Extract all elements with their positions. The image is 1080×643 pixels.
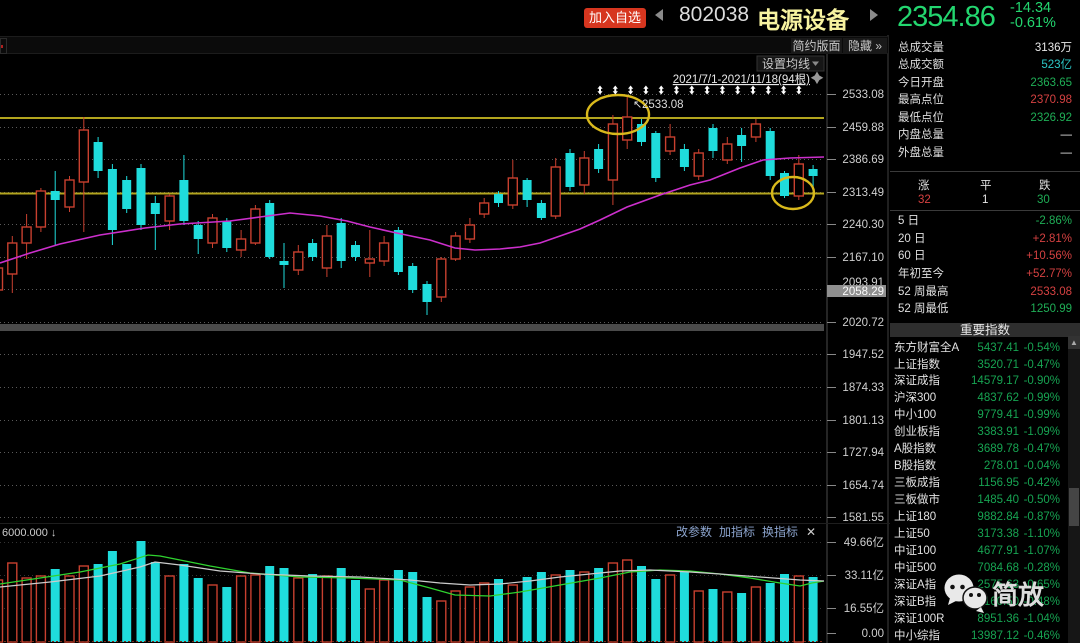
svg-text:✕: ✕ (806, 525, 816, 539)
svg-text:2240.30: 2240.30 (842, 219, 884, 231)
svg-text:0.00: 0.00 (862, 628, 884, 640)
svg-text:1581.55: 1581.55 (842, 512, 884, 524)
svg-text:2313.49: 2313.49 (842, 187, 884, 199)
svg-text:换指标: 换指标 (762, 524, 798, 539)
svg-text:2533.08: 2533.08 (842, 89, 884, 101)
svg-text:16.55亿: 16.55亿 (844, 602, 884, 615)
svg-text:2386.69: 2386.69 (842, 154, 884, 166)
svg-text:改参数: 改参数 (676, 524, 712, 539)
svg-text:1654.74: 1654.74 (842, 480, 884, 492)
svg-text:↖: ↖ (633, 99, 642, 111)
svg-text:加指标: 加指标 (719, 524, 755, 539)
svg-text:2020.72: 2020.72 (842, 317, 884, 329)
svg-text:33.11亿: 33.11亿 (845, 569, 884, 582)
svg-text:6000.000 ↓: 6000.000 ↓ (2, 527, 56, 539)
svg-text:设置均线: 设置均线 (762, 57, 810, 71)
svg-text:49.66亿: 49.66亿 (844, 536, 884, 549)
svg-text:1947.52: 1947.52 (842, 349, 884, 361)
svg-text:1874.33: 1874.33 (842, 382, 884, 394)
svg-text:2167.10: 2167.10 (842, 252, 884, 264)
svg-text:2533.08: 2533.08 (642, 99, 684, 111)
svg-text:2058.29: 2058.29 (842, 286, 884, 298)
svg-text:2021/7/1-2021/11/18(94根): 2021/7/1-2021/11/18(94根) (673, 72, 810, 86)
svg-text:2459.88: 2459.88 (842, 122, 884, 134)
svg-text:1801.13: 1801.13 (842, 415, 884, 427)
svg-text:1727.94: 1727.94 (842, 447, 884, 459)
